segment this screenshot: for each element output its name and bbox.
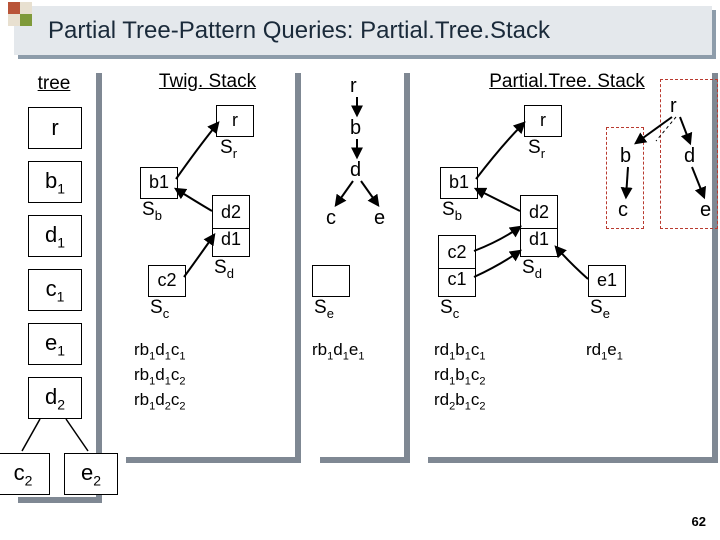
tree-e2: e2 xyxy=(64,453,118,495)
title-corner-decor xyxy=(8,2,32,26)
pts-Sc-label: Sc xyxy=(440,297,459,321)
twig-Sc-box: c2 xyxy=(148,265,186,297)
results-mid: rb1d1e1 xyxy=(312,339,364,364)
twig-Sd-box: d2 d1 xyxy=(212,195,250,257)
twig-Sb-label: Sb xyxy=(142,199,162,223)
pts-Sb-box: b1 xyxy=(440,167,478,199)
pts-Se-label: Se xyxy=(590,297,610,321)
tree-e1: e1 xyxy=(28,323,82,365)
pts-Sd-box: d2 d1 xyxy=(520,195,558,257)
pts-Sb-label: Sb xyxy=(442,199,462,223)
dashed-b-c xyxy=(606,127,644,229)
tree-r: r xyxy=(28,107,82,149)
twig-Se-box xyxy=(312,265,350,297)
results-twig: rb1d1c1 rb1d1c2 rb1d2c2 xyxy=(134,339,185,414)
q-c: c xyxy=(326,207,336,230)
tree-b1: b1 xyxy=(28,161,82,203)
page-title: Partial Tree-Pattern Queries: Partial.Tr… xyxy=(48,17,550,45)
q-r: r xyxy=(350,75,357,98)
tree-d2: d2 xyxy=(28,377,82,419)
page-number: 62 xyxy=(692,514,706,529)
label-tree: tree xyxy=(12,73,96,95)
q-b: b xyxy=(350,117,361,140)
pts-Se-box: e1 xyxy=(588,265,626,297)
results-pts-right: rd1e1 xyxy=(586,339,623,364)
pts-Sc-box: c2 c1 xyxy=(438,235,476,297)
dashed-r-d-e xyxy=(660,79,718,229)
tree-c1: c1 xyxy=(28,269,82,311)
twig-Sr-label: Sr xyxy=(220,137,237,161)
title-bar: Partial Tree-Pattern Queries: Partial.Tr… xyxy=(0,0,720,55)
twig-Sr-box: r xyxy=(216,105,254,137)
q-d: d xyxy=(350,159,361,182)
twig-Sc-label: Sc xyxy=(150,297,169,321)
twig-Sb-box: b1 xyxy=(140,167,178,199)
pts-Sd-label: Sd xyxy=(522,257,542,281)
pts-Sr-label: Sr xyxy=(528,137,545,161)
pts-Sr-box: r xyxy=(524,105,562,137)
twig-Se-label: Se xyxy=(314,297,334,321)
page-body: tree Twig. Stack Partial.Tree. Stack r b… xyxy=(0,55,720,535)
results-pts-left: rd1b1c1 rd1b1c2 rd2b1c2 xyxy=(434,339,485,414)
tree-d1: d1 xyxy=(28,215,82,257)
twig-Sd-label: Sd xyxy=(214,257,234,281)
q-e: e xyxy=(374,207,385,230)
label-twigstack: Twig. Stack xyxy=(120,71,295,93)
tree-c2: c2 xyxy=(0,453,50,495)
